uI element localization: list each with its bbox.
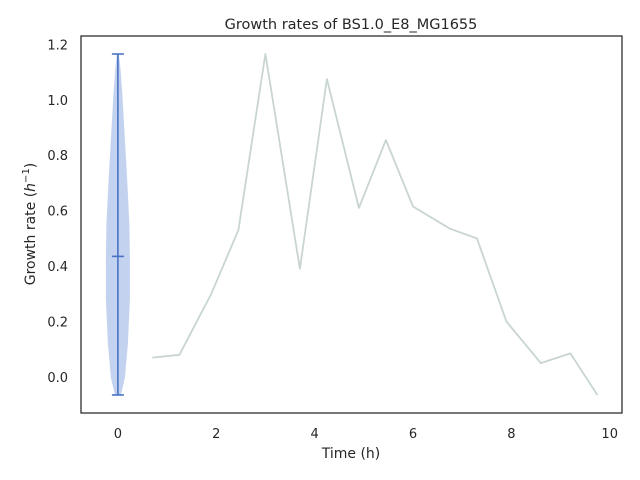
y-ticks: 0.0 0.2 0.4 0.6 0.8 1.0 1.2 [47, 38, 68, 386]
y-axis-label-prefix: Growth rate ( [23, 192, 39, 285]
x-tick-label: 6 [409, 427, 417, 442]
y-tick-label: 0.2 [47, 316, 68, 331]
x-tick-label: 10 [601, 427, 618, 442]
y-tick-label: 0.4 [47, 260, 68, 275]
x-tick-label: 0 [114, 427, 122, 442]
y-axis-label-suffix: ) [23, 163, 39, 168]
y-tick-label: 0.8 [47, 149, 68, 164]
y-axis-label-exp: −1 [21, 168, 32, 183]
series-layer [152, 53, 599, 396]
y-tick-label: 0.0 [47, 371, 68, 386]
y-tick-label: 1.2 [47, 38, 68, 53]
y-tick-label: 0.6 [47, 205, 68, 220]
series-line [152, 53, 599, 396]
x-tick-label: 4 [310, 427, 318, 442]
x-tick-label: 8 [507, 427, 515, 442]
x-ticks: 0 2 4 6 8 10 [114, 427, 618, 442]
violin-plot [105, 53, 130, 396]
chart-title: Growth rates of BS1.0_E8_MG1655 [225, 17, 478, 33]
x-tick-label: 2 [212, 427, 220, 442]
x-axis-label: Time (h) [321, 446, 381, 462]
plot-frame [80, 35, 623, 414]
y-axis-label-var: h [23, 183, 39, 192]
y-tick-label: 1.0 [47, 94, 68, 109]
y-axis-label: Growth rate (h−1) [21, 163, 39, 286]
